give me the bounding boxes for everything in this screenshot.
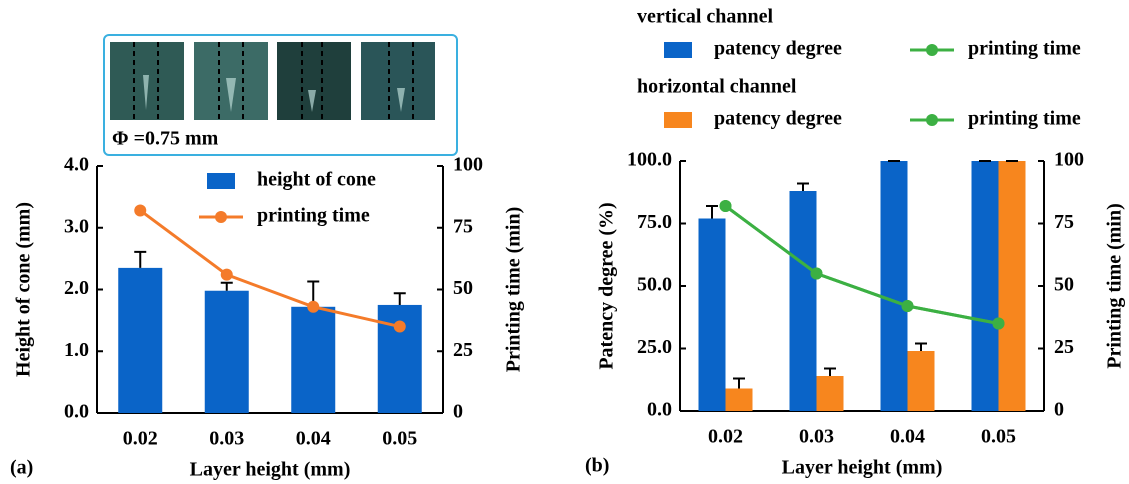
y2-tick-label: 25	[453, 339, 473, 361]
y2-axis-title: Printing time (min)	[1104, 203, 1126, 369]
line-marker	[992, 317, 1005, 330]
legend-group-title: horizontal channel	[637, 76, 797, 98]
line	[724, 204, 999, 325]
y2-tick-label: 0	[453, 401, 463, 423]
x-tick-label: 0.04	[296, 428, 331, 450]
legend-group-title: vertical channel	[637, 6, 774, 28]
x-axis-title: Layer height (mm)	[782, 457, 943, 479]
x-tick-label: 0.03	[799, 426, 834, 448]
x-axis-title: Layer height (mm)	[190, 459, 351, 481]
legend-marker	[926, 114, 938, 126]
panel-label: (a)	[10, 457, 33, 479]
error-bar	[797, 182, 809, 191]
error-bar	[393, 292, 406, 305]
y-tick-label: 2.0	[64, 277, 89, 299]
inset-photos	[110, 42, 435, 120]
x-tick-label: 0.04	[890, 426, 925, 448]
line-marker	[719, 200, 732, 212]
photo	[361, 42, 435, 120]
x-tick-label: 0.05	[382, 428, 417, 450]
y-axis-title: Patency degree (%)	[596, 202, 618, 369]
legend-swatch	[664, 42, 692, 58]
x-tick-label: 0.03	[209, 428, 244, 450]
line	[139, 209, 401, 329]
bar	[998, 161, 1026, 411]
line-marker	[307, 300, 320, 313]
bar	[971, 161, 999, 411]
line	[724, 204, 999, 325]
bar	[118, 267, 163, 413]
y-tick-label: 3.0	[64, 215, 89, 237]
legend-label: printing time	[257, 205, 370, 227]
legend-marker	[215, 211, 227, 223]
y2-axis-title: Printing time (min)	[503, 207, 525, 373]
error-bar	[733, 377, 745, 389]
y2-tick-label: 50	[453, 277, 473, 299]
y2-tick-label: 100	[1054, 149, 1084, 171]
y2-tick-label: 50	[1054, 274, 1074, 296]
photo	[277, 42, 351, 120]
bar	[789, 191, 817, 411]
legend-swatch	[664, 112, 692, 128]
error-bar	[824, 367, 836, 376]
y2-tick-label: 25	[1054, 336, 1074, 358]
y-tick-label: 0.0	[64, 401, 89, 423]
y-tick-label: 0.0	[647, 399, 672, 421]
bar	[816, 376, 844, 411]
line-marker	[220, 268, 233, 281]
legend-label: height of cone	[257, 169, 376, 191]
y-tick-label: 4.0	[64, 154, 89, 176]
inset-label: Φ =0.75 mm	[112, 128, 219, 150]
y2-tick-label: 100	[453, 154, 483, 176]
bar	[907, 351, 935, 411]
line-marker	[134, 204, 147, 217]
error-bar	[915, 342, 927, 351]
y-tick-label: 25.0	[637, 336, 672, 358]
error-bar	[134, 250, 147, 268]
y-tick-label: 75.0	[637, 211, 672, 233]
x-tick-label: 0.05	[981, 426, 1016, 448]
y2-tick-label: 75	[1054, 211, 1074, 233]
line-marker	[393, 320, 406, 333]
bar	[291, 306, 336, 413]
bar	[698, 218, 726, 411]
line-marker	[810, 267, 823, 280]
x-tick-label: 0.02	[708, 426, 743, 448]
line-marker	[901, 300, 914, 312]
legend-swatch	[207, 173, 235, 189]
error-bar	[220, 281, 233, 291]
x-tick-label: 0.02	[123, 428, 158, 450]
legend-marker	[926, 44, 938, 56]
legend-label: patency degree	[714, 108, 842, 130]
y-tick-label: 100.0	[627, 149, 672, 171]
y2-tick-label: 0	[1054, 399, 1064, 421]
legend-label: printing time	[968, 108, 1081, 130]
bar	[204, 290, 249, 413]
y2-tick-label: 75	[453, 215, 473, 237]
y-tick-label: 1.0	[64, 339, 89, 361]
legend-label: patency degree	[714, 38, 842, 60]
bar	[725, 388, 753, 411]
y-tick-label: 50.0	[637, 274, 672, 296]
panel-label: (b)	[585, 455, 609, 477]
y-axis-title: Height of cone (mm)	[13, 202, 35, 377]
error-bar	[706, 205, 718, 219]
bar	[880, 161, 908, 411]
legend-label: printing time	[968, 38, 1081, 60]
